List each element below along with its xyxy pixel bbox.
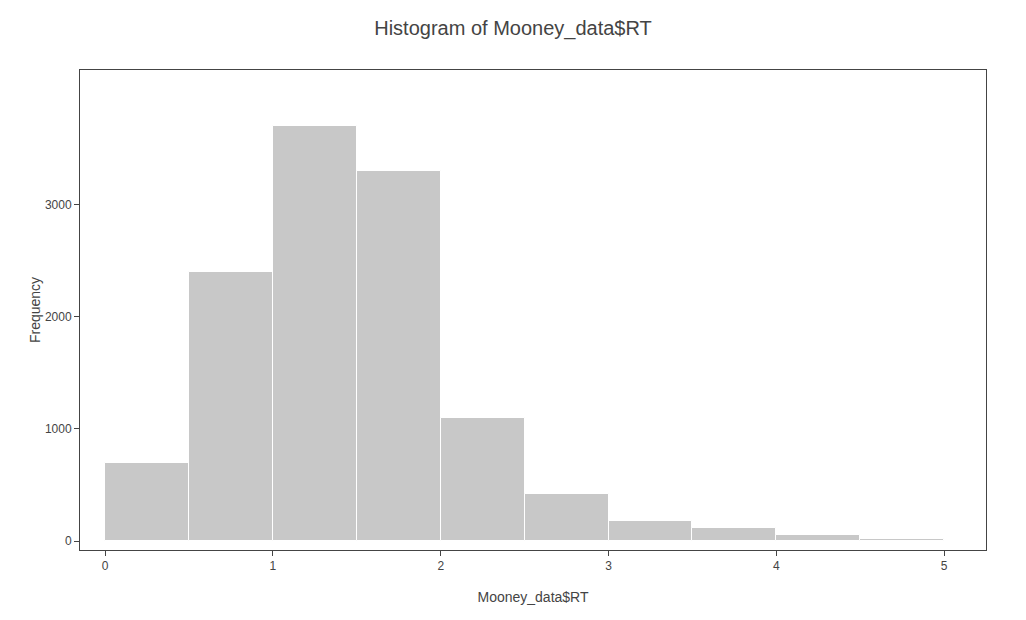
svg-text:Histogram of Mooney_data$RT: Histogram of Mooney_data$RT [374, 17, 652, 40]
svg-text:2000: 2000 [45, 310, 72, 324]
svg-text:1: 1 [270, 559, 277, 573]
svg-text:0: 0 [102, 559, 109, 573]
svg-text:4: 4 [773, 559, 780, 573]
svg-text:1000: 1000 [45, 422, 72, 436]
svg-text:0: 0 [65, 534, 72, 548]
svg-text:5: 5 [941, 559, 948, 573]
svg-text:Frequency: Frequency [27, 277, 43, 343]
svg-text:3: 3 [605, 559, 612, 573]
svg-text:3000: 3000 [45, 198, 72, 212]
svg-text:Mooney_data$RT: Mooney_data$RT [477, 589, 588, 605]
svg-text:2: 2 [437, 559, 444, 573]
